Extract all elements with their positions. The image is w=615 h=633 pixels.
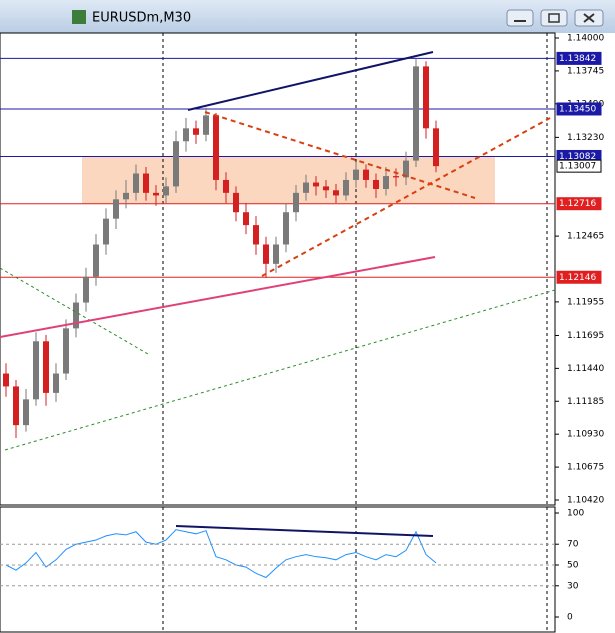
price-pane [0, 32, 556, 506]
level-label: 1.13082 [559, 152, 596, 162]
candle-body [383, 176, 389, 189]
candle-body [193, 128, 199, 135]
candle-body [113, 199, 119, 219]
y-tick-label: 100 [567, 509, 584, 519]
trendlines [0, 51, 556, 537]
level-label: 1.12146 [559, 273, 596, 283]
level-label: 1.13842 [559, 54, 596, 64]
restore-button[interactable] [540, 9, 568, 27]
candle-body [313, 182, 319, 187]
minimize-button[interactable] [506, 9, 534, 27]
y-tick-label: 1.12465 [567, 232, 604, 242]
candle-body [103, 218, 109, 245]
candle-body [13, 386, 19, 426]
y-tick-label: 1.10675 [567, 463, 604, 473]
level-tag [556, 102, 602, 116]
restore-icon [548, 13, 560, 23]
y-tick-label: 1.10420 [567, 496, 604, 506]
y-tick-label: 70 [567, 540, 579, 550]
candle-body [203, 115, 209, 135]
candle-body [143, 173, 149, 193]
plot [3, 58, 439, 579]
trendline [0, 256, 436, 338]
levels [0, 57, 555, 278]
candle-body [33, 341, 39, 400]
window-title: EURUSDm,M30 [92, 11, 191, 26]
candle-body [293, 192, 299, 213]
candle-body [133, 173, 139, 193]
zone-rectangle [82, 157, 495, 204]
candle-body [413, 66, 419, 161]
candle-body [373, 179, 379, 189]
window-icon [72, 10, 86, 24]
y-tick-label: 1.13745 [567, 66, 604, 76]
trendline [261, 117, 551, 277]
close-icon [583, 13, 595, 23]
y-tick-label: 1.11185 [567, 397, 604, 407]
candle-body [323, 186, 329, 191]
y-tick-label: 1.11440 [567, 364, 604, 374]
candle-body [23, 399, 29, 426]
y-tick-label: 50 [567, 561, 579, 571]
candle-body [153, 192, 159, 196]
candle-body [233, 192, 239, 213]
candle-body [53, 373, 59, 393]
oscillator-pane [0, 506, 556, 633]
candle-body [283, 212, 289, 245]
trendline [0, 267, 149, 355]
candle-body [273, 244, 279, 264]
y-tick-label: 1.10930 [567, 430, 604, 440]
candle-body [63, 328, 69, 374]
candle-body [353, 169, 359, 180]
candle-body [303, 182, 309, 193]
candle-body [3, 373, 9, 387]
level-label: 1.13007 [559, 162, 596, 172]
y-tick-label: 1.11695 [567, 331, 604, 341]
trendline [187, 51, 434, 111]
candle-body [163, 186, 169, 196]
candle-body [263, 244, 269, 264]
candle-body [223, 179, 229, 193]
candle-body [83, 276, 89, 303]
y-tick-label: 1.11955 [567, 297, 604, 307]
candle-body [73, 302, 79, 329]
window-buttons[interactable] [506, 9, 604, 27]
candle-body [123, 192, 129, 200]
candle-body [93, 244, 99, 277]
candle-body [243, 212, 249, 226]
candle-body [183, 128, 189, 142]
candle-body [253, 225, 259, 245]
candle-body [43, 341, 49, 393]
y-tick-label: 30 [567, 581, 579, 591]
y-tick-label: 1.13230 [567, 133, 604, 143]
candle-body [433, 128, 439, 167]
y-tick-label: 1.14000 [567, 34, 604, 44]
candle-body [173, 141, 179, 187]
level-tag [556, 270, 602, 284]
candle-body [343, 179, 349, 196]
candle-body [363, 169, 369, 180]
level-tag [556, 159, 602, 173]
candle-body [423, 66, 429, 129]
candle-body [403, 160, 409, 178]
candle-body [393, 176, 399, 178]
trendline [175, 525, 434, 537]
y-tick-label: 0 [567, 613, 573, 623]
level-tag [556, 197, 602, 211]
level-tag [556, 51, 602, 65]
oscillator-line [5, 529, 437, 579]
level-label: 1.12716 [559, 199, 596, 209]
level-label: 1.13450 [559, 104, 596, 114]
candle-body [333, 190, 339, 196]
candle-body [213, 115, 219, 180]
